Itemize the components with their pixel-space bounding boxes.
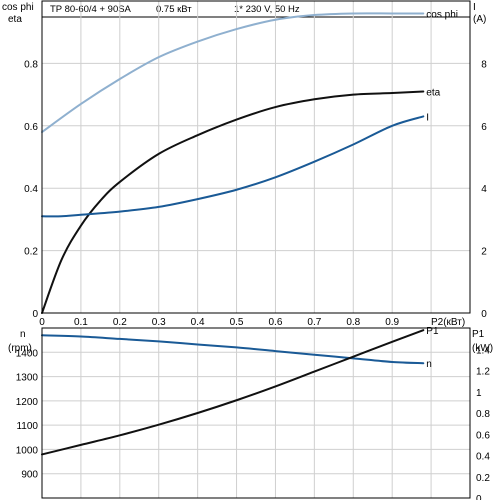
upper-left-tick-0: 0 — [32, 309, 38, 320]
eta-curve — [41, 90, 425, 314]
tick-labels: 0 0.1 0.2 0.3 0.4 0.5 0.6 0.7 0.8 0.9 0 0.2 0.4 0.6 0.… — [16, 59, 491, 500]
upper-gridlines — [42, 1, 470, 313]
x-tick-0.9: 0.9 — [385, 317, 399, 328]
n-curve — [41, 334, 425, 365]
lower-right-axis-label-1: P1 — [472, 329, 485, 340]
upper-left-tick-0.6: 0.6 — [24, 122, 38, 133]
x-tick-0.8: 0.8 — [346, 317, 360, 328]
curves — [41, 12, 425, 456]
lower-right-tick-0.8: 0.8 — [476, 409, 490, 420]
header-power: 0.75 кВт — [156, 4, 192, 15]
x-tick-0: 0 — [39, 317, 45, 328]
x-tick-0.5: 0.5 — [230, 317, 244, 328]
lower-plot-frame — [41, 327, 471, 499]
lower-left-tick-1400: 1400 — [16, 348, 39, 359]
upper-plot-frame — [41, 0, 471, 314]
x-tick-0.3: 0.3 — [152, 317, 166, 328]
upper-right-tick-6: 6 — [481, 122, 487, 133]
p1-curve-label: P1 — [426, 326, 439, 337]
upper-right-tick-0: 0 — [481, 309, 487, 320]
upper-right-axis-label-1: I — [473, 2, 476, 13]
lower-right-tick-0.6: 0.6 — [476, 430, 490, 441]
lower-right-tick-0: 0 — [476, 494, 482, 500]
upper-left-axis-label-2: eta — [8, 14, 22, 25]
upper-right-tick-2: 2 — [481, 247, 487, 258]
lower-right-tick-1.4: 1.4 — [476, 345, 490, 356]
header-model: TP 80-60/4 + 90SA — [50, 4, 132, 15]
x-tick-0.6: 0.6 — [269, 317, 283, 328]
lower-right-axis-label-2: (kW) — [472, 343, 493, 354]
upper-x-axis-label: P2(кВт) — [431, 317, 465, 328]
upper-left-tick-0.4: 0.4 — [24, 184, 38, 195]
i-curve-label: I — [426, 112, 429, 123]
upper-left-axis-label-1: cos phi — [2, 2, 34, 13]
x-tick-0.2: 0.2 — [113, 317, 127, 328]
upper-left-tick-0.8: 0.8 — [24, 59, 38, 70]
cos-phi-curve-label: cos phi — [426, 9, 458, 20]
upper-right-tick-4: 4 — [481, 184, 487, 195]
lower-left-axis-label-2: (rpm) — [8, 343, 32, 354]
upper-right-axis-label-2: (A) — [473, 14, 486, 25]
header-supply: 1* 230 V, 50 Hz — [234, 4, 300, 15]
n-curve-label: n — [426, 359, 432, 370]
upper-left-tick-0.2: 0.2 — [24, 247, 38, 258]
lower-right-tick-1.2: 1.2 — [476, 367, 490, 378]
i-curve — [41, 115, 425, 218]
lower-left-tick-1300: 1300 — [16, 373, 39, 384]
lower-left-tick-1000: 1000 — [16, 445, 39, 456]
x-tick-0.4: 0.4 — [191, 317, 205, 328]
lower-left-tick-1200: 1200 — [16, 397, 39, 408]
x-tick-0.1: 0.1 — [74, 317, 88, 328]
p1-curve — [41, 329, 425, 456]
lower-right-tick-0.2: 0.2 — [476, 473, 490, 484]
curve-labels: cos phi eta In P1 — [426, 9, 458, 370]
upper-right-tick-8: 8 — [481, 59, 487, 70]
lower-left-tick-900: 900 — [21, 470, 38, 481]
lower-right-tick-0.4: 0.4 — [476, 452, 490, 463]
x-tick-0.7: 0.7 — [307, 317, 321, 328]
lower-right-tick-1: 1 — [476, 388, 482, 399]
eta-curve-label: eta — [426, 87, 440, 98]
lower-left-axis-label-1: n — [20, 329, 26, 340]
lower-left-tick-1100: 1100 — [16, 421, 38, 432]
lower-gridlines — [42, 328, 470, 498]
cos-phi-curve — [41, 12, 425, 134]
